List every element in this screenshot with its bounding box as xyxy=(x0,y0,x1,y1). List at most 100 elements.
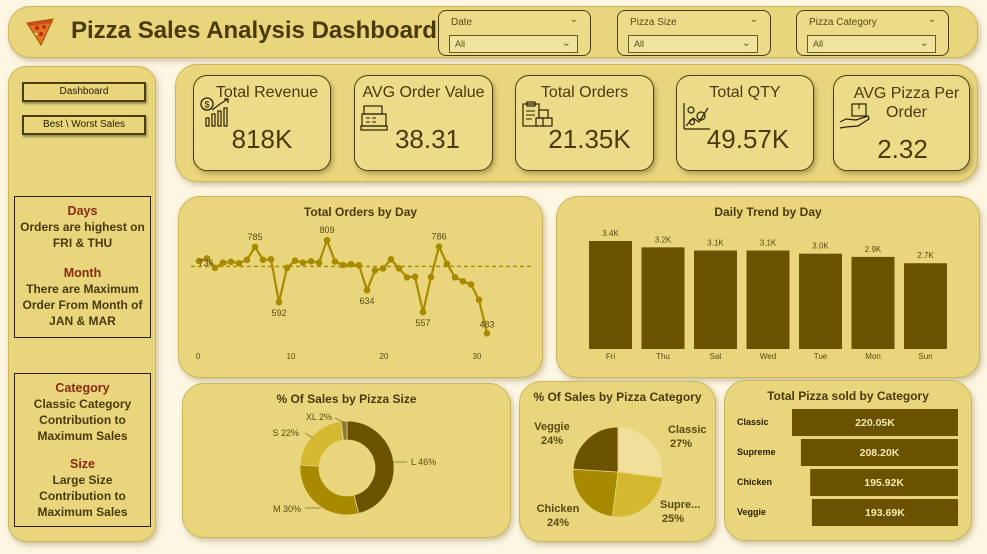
data-point xyxy=(268,256,275,263)
bar-value-label: 3.0K xyxy=(812,242,829,251)
bar-value-label: 3.1K xyxy=(760,239,777,248)
category-heading: Category xyxy=(15,380,150,396)
pizza-sold-by-category-chart[interactable]: Total Pizza sold by Category Classic 220.… xyxy=(724,380,972,541)
pizza-category-dropdown[interactable]: All ⌄ xyxy=(807,35,936,53)
slice-label: XL 2% xyxy=(306,412,332,422)
kpi-total-qty: Total QTY 49.57K xyxy=(676,75,814,171)
kpi-value: 2.32 xyxy=(836,134,969,165)
data-point xyxy=(316,259,323,266)
slicer-label: Date xyxy=(451,17,472,28)
bar-value-label: 3.4K xyxy=(602,229,619,238)
bar xyxy=(852,257,895,349)
category-label: Supreme xyxy=(737,447,776,457)
size-text: Large Size Contribution to Maximum Sales xyxy=(15,472,150,520)
x-tick-label: 20 xyxy=(380,352,389,361)
data-point xyxy=(332,258,339,265)
x-tick-label: 10 xyxy=(287,352,296,361)
slice-label-name: Classic xyxy=(668,424,707,436)
x-tick-label: Wed xyxy=(760,352,776,361)
size-donut-chart: L 46%M 30%S 22%XL 2% xyxy=(183,384,512,539)
x-tick-label: 30 xyxy=(473,352,482,361)
x-tick-label: Sun xyxy=(918,352,932,361)
category-label: Veggie xyxy=(737,507,766,517)
bar xyxy=(642,247,685,349)
pie-slice xyxy=(573,427,618,472)
data-point xyxy=(220,259,227,266)
data-label: 809 xyxy=(319,225,334,235)
data-point xyxy=(252,244,259,251)
sales-by-size-chart[interactable]: % Of Sales by Pizza Size L 46% M 30% S 22%… xyxy=(182,383,511,538)
data-label: 634 xyxy=(359,296,374,306)
date-slicer[interactable]: Date ⌄ All ⌄ xyxy=(438,10,591,56)
pizza-size-slicer[interactable]: Pizza Size ⌄ All ⌄ xyxy=(617,10,771,56)
chevron-down-icon: ⌄ xyxy=(562,36,571,49)
orders-line-chart: 7367855928096345577864830 10 20 30 xyxy=(179,197,544,379)
slice-label: L 46% xyxy=(411,457,436,467)
best-worst-nav-button[interactable]: Best \ Worst Sales xyxy=(22,115,146,135)
bar xyxy=(694,251,737,349)
slicer-value: All xyxy=(813,39,823,49)
data-point xyxy=(340,262,347,269)
category-label: Chicken xyxy=(737,477,772,487)
data-point xyxy=(244,257,251,264)
bar-value-label: 195.92K xyxy=(864,477,904,489)
x-tick-label: Tue xyxy=(814,352,828,361)
page-title: Pizza Sales Analysis Dashboard xyxy=(71,17,437,45)
kpi-value: 38.31 xyxy=(363,124,492,155)
data-point xyxy=(308,258,315,265)
bar-value-label: 2.9K xyxy=(865,245,882,254)
x-tick-label: 0 xyxy=(196,352,201,361)
pizza-size-dropdown[interactable]: All ⌄ xyxy=(628,35,758,53)
svg-text:$: $ xyxy=(204,100,209,110)
data-point xyxy=(484,330,491,337)
chevron-down-icon: ⌄ xyxy=(750,14,758,25)
month-heading: Month xyxy=(15,265,150,281)
daily-bar-chart: 3.4K Fri 3.2K Thu 3.1K Sat 3.1K Wed 3.0K Tue 2.9K M… xyxy=(557,197,981,379)
slice-label-name: Chicken xyxy=(537,503,580,515)
pie-slice xyxy=(618,427,663,478)
pie-slice xyxy=(573,469,618,516)
data-point xyxy=(468,281,475,288)
data-point xyxy=(300,259,307,266)
orders-line xyxy=(199,240,487,333)
category-pie-chart: Classic 27% Supre... 25% Chicken 24% Veggie 24% xyxy=(520,382,717,543)
bar xyxy=(799,254,842,349)
x-tick-label: Thu xyxy=(656,352,670,361)
sales-by-category-chart[interactable]: % Of Sales by Pizza Category Classic 27% S… xyxy=(519,381,716,542)
slice-label-pct: 27% xyxy=(670,438,692,450)
data-point xyxy=(372,267,379,274)
hand-box-icon xyxy=(838,102,872,132)
data-point xyxy=(460,278,467,285)
x-tick-label: Mon xyxy=(865,352,881,361)
category-label: Classic xyxy=(737,417,769,427)
bar-value-label: 193.69K xyxy=(865,507,905,519)
chevron-down-icon: ⌄ xyxy=(920,36,929,49)
days-heading: Days xyxy=(15,203,150,219)
date-dropdown[interactable]: All ⌄ xyxy=(449,35,578,53)
donut-slice xyxy=(300,421,343,466)
days-text: Orders are highest on FRI & THU xyxy=(15,219,150,251)
data-point xyxy=(476,297,483,304)
bar-value-label: 3.1K xyxy=(707,239,724,248)
daily-trend-chart[interactable]: Daily Trend by Day 3.4K Fri 3.2K Thu 3.1K Sat… xyxy=(556,196,980,378)
data-point xyxy=(444,261,451,268)
dashboard-nav-button[interactable]: Dashboard xyxy=(22,82,146,102)
leader-line xyxy=(305,433,313,438)
data-point xyxy=(396,265,403,272)
kpi-value: 49.57K xyxy=(683,124,813,155)
category-hbar-chart: Classic 220.05KSupreme 208.20KChicken 195.9… xyxy=(725,381,973,542)
data-point xyxy=(356,262,363,269)
slicer-value: All xyxy=(634,39,644,49)
kpi-total-orders: Total Orders 21.35K xyxy=(515,75,654,171)
month-text: There are Maximum Order From Month of JA… xyxy=(15,281,150,329)
slice-label-pct: 24% xyxy=(541,435,563,447)
total-orders-by-day-chart[interactable]: Total Orders by Day 736 785 592 809 634 557 78… xyxy=(178,196,543,378)
pizza-category-slicer[interactable]: Pizza Category ⌄ All ⌄ xyxy=(796,10,949,56)
data-point xyxy=(412,273,419,280)
slice-label-pct: 25% xyxy=(662,513,684,525)
data-point xyxy=(452,274,459,281)
data-point xyxy=(428,274,435,281)
bar-value-label: 2.7K xyxy=(917,251,934,260)
bar-value-label: 208.20K xyxy=(860,447,900,459)
category-text: Classic Category Contribution to Maximum… xyxy=(15,396,150,444)
